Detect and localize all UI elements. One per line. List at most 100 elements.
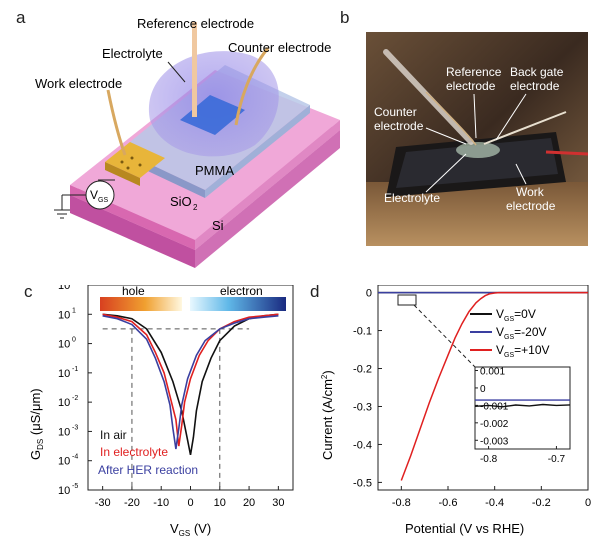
legend-in-air: In air bbox=[100, 428, 127, 442]
photo-reference-pipette bbox=[383, 49, 474, 145]
inset-y-tick-label: -0.001 bbox=[480, 401, 509, 412]
y-tick-exponent: -1 bbox=[72, 366, 78, 373]
y-tick-label: -0.2 bbox=[353, 364, 372, 376]
x-tick-label: -10 bbox=[153, 497, 169, 509]
y-axis-label: GDS (μS/μm) bbox=[28, 388, 45, 460]
electron-label: electron bbox=[220, 285, 263, 298]
panel-label-b: b bbox=[340, 8, 350, 27]
series-after_her-line bbox=[102, 315, 279, 450]
label-si: Si bbox=[212, 218, 224, 233]
y-tick-label: 10 bbox=[58, 285, 70, 292]
label-electrolyte: Electrolyte bbox=[102, 46, 163, 61]
legend-label: VGS=+10V bbox=[496, 343, 550, 359]
photo-label-reference-2: electrode bbox=[446, 79, 496, 93]
photo-label-work-1: Work bbox=[516, 185, 545, 199]
photo-label-reference-1: Reference bbox=[446, 65, 502, 79]
y-tick-exponent: -2 bbox=[72, 395, 78, 402]
y-tick-label: 10 bbox=[58, 339, 70, 351]
legend-label: VGS=-20V bbox=[496, 325, 547, 341]
x-tick-label: -0.2 bbox=[532, 497, 551, 509]
photo-label-work-2: electrode bbox=[506, 199, 556, 213]
x-axis-label-d: Potential (V vs RHE) bbox=[405, 521, 524, 536]
y-tick-label: 10 bbox=[58, 309, 70, 321]
electron-band bbox=[190, 297, 286, 311]
series-electrolyte-line bbox=[400, 291, 588, 481]
inset-y-tick-label: -0.003 bbox=[480, 436, 509, 447]
vgs-source: V GS bbox=[54, 179, 115, 219]
photo-red-wire bbox=[545, 150, 588, 156]
inset-y-tick-label: -0.002 bbox=[480, 419, 509, 430]
y-tick-exponent: 1 bbox=[72, 307, 76, 314]
y-tick-exponent: -4 bbox=[72, 454, 78, 461]
hole-band bbox=[100, 297, 182, 311]
x-tick-label: 10 bbox=[214, 497, 226, 509]
panel-label-d: d bbox=[310, 282, 320, 301]
label-counter-electrode: Counter electrode bbox=[228, 40, 331, 55]
y-tick-label: -0.5 bbox=[353, 477, 372, 489]
work-electrode-wire bbox=[106, 89, 127, 156]
legend-in-electrolyte: In electrolyte bbox=[100, 445, 168, 459]
gold-pad bbox=[105, 142, 165, 186]
legend-after-her: After HER reaction bbox=[98, 463, 198, 477]
photo-label-electrolyte: Electrolyte bbox=[384, 191, 440, 205]
inset-series-air-line bbox=[474, 403, 571, 408]
graphene-flake bbox=[180, 95, 245, 135]
device-photo: Reference electrode Back gate electrode … bbox=[366, 32, 588, 246]
photo-label-counter-2: electrode bbox=[374, 119, 424, 133]
label-sio2: SiO bbox=[170, 194, 192, 209]
transfer-curve-chart: 10-510-410-310-210-1100101102 -30-20-100… bbox=[28, 285, 294, 538]
inset-y-tick-label: 0 bbox=[480, 384, 486, 395]
inset-x-tick-label: -0.8 bbox=[480, 454, 498, 465]
photo-label-counter-1: Counter bbox=[374, 105, 417, 119]
y-tick-label: -0.4 bbox=[353, 439, 372, 451]
series-air-line bbox=[102, 313, 279, 456]
hole-label: hole bbox=[122, 285, 145, 298]
inset-frame bbox=[474, 366, 571, 450]
photo-label-backgate-1: Back gate bbox=[510, 65, 564, 79]
label-pmma: PMMA bbox=[195, 163, 234, 178]
photo-backgate-wire bbox=[483, 111, 567, 145]
y-tick-exponent: 0 bbox=[72, 337, 76, 344]
device-schematic: V GS Reference electrode Electrolyte Cou… bbox=[35, 16, 340, 268]
panel-label-a: a bbox=[16, 8, 26, 27]
electrolyte-pointer bbox=[167, 61, 186, 83]
label-reference-electrode: Reference electrode bbox=[137, 16, 254, 31]
y-tick-exponent: -5 bbox=[72, 483, 78, 490]
polarization-curve-chart: 0-0.1-0.2-0.3-0.4-0.5 -0.8 -0.6 -0.4 -0.2 0 … bbox=[320, 285, 591, 536]
inset-y-tick-label: 0.001 bbox=[480, 366, 505, 377]
y-tick-label: 10 bbox=[58, 456, 70, 468]
legend-label: VGS=0V bbox=[496, 307, 536, 323]
zoom-box bbox=[397, 294, 417, 306]
y-tick-label: 10 bbox=[58, 368, 70, 380]
photo-counter-wire bbox=[425, 91, 477, 146]
vgs-label-sub: GS bbox=[98, 197, 108, 204]
x-tick-label: -30 bbox=[95, 497, 111, 509]
series-electrolyte-line bbox=[102, 313, 279, 447]
y-tick-label: -0.3 bbox=[353, 401, 372, 413]
y-tick-exponent: -3 bbox=[72, 424, 78, 431]
x-tick-label: -0.8 bbox=[392, 497, 411, 509]
x-tick-label: -0.4 bbox=[485, 497, 504, 509]
label-sio2-sub: 2 bbox=[193, 203, 198, 212]
y-tick-label: 10 bbox=[58, 397, 70, 409]
y-axis-label-d: Current (A/cm2) bbox=[320, 370, 335, 460]
inset-x-tick-label: -0.7 bbox=[548, 454, 566, 465]
y-tick-label: 10 bbox=[58, 485, 70, 497]
label-work-electrode: Work electrode bbox=[35, 76, 122, 91]
reference-electrode-rod bbox=[192, 22, 197, 117]
y-tick-label: 0 bbox=[366, 288, 372, 300]
x-tick-label: 0 bbox=[585, 497, 591, 509]
zoom-pointer bbox=[413, 304, 476, 368]
counter-electrode-wire bbox=[234, 47, 270, 126]
y-tick-label: 10 bbox=[58, 426, 70, 438]
photo-label-backgate-2: electrode bbox=[510, 79, 560, 93]
x-tick-label: -20 bbox=[124, 497, 140, 509]
plot-frame-d bbox=[377, 285, 589, 491]
panel-label-c: c bbox=[24, 282, 33, 301]
x-axis-label: VGS (V) bbox=[170, 521, 211, 538]
photo-droplet bbox=[456, 142, 500, 158]
y-tick-label: -0.1 bbox=[353, 326, 372, 338]
x-tick-label: 30 bbox=[272, 497, 284, 509]
vgs-label: V bbox=[90, 188, 98, 202]
